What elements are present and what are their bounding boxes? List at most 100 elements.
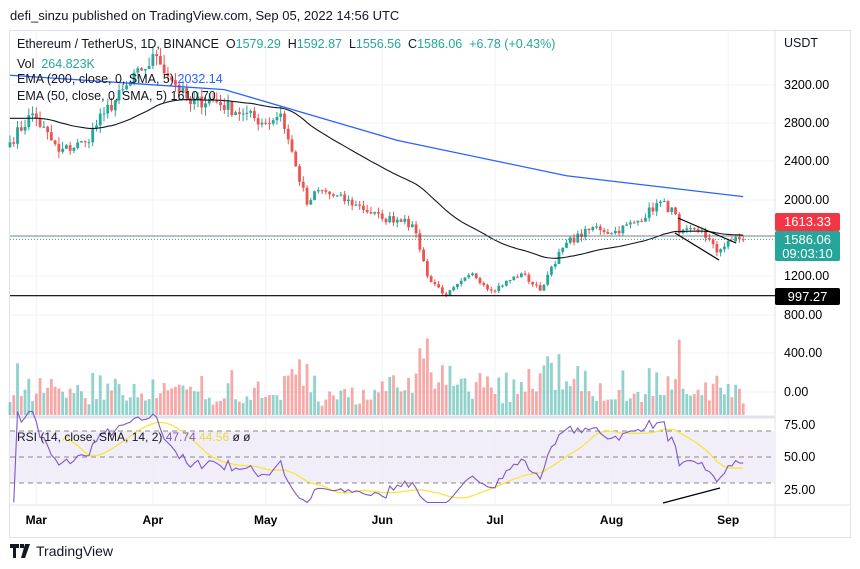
candle-body: [113, 100, 117, 111]
candle-body: [433, 282, 437, 285]
volume-bar: [316, 401, 320, 415]
candle-body: [685, 228, 689, 230]
candle-body: [474, 273, 478, 279]
volume-bar: [448, 365, 452, 415]
volume-bar: [132, 383, 136, 415]
volume-bar: [192, 391, 196, 415]
candle-body: [606, 232, 610, 234]
volume-bar: [335, 399, 339, 415]
volume-bar: [489, 387, 493, 415]
candle-body: [143, 68, 147, 71]
volume-bar: [328, 391, 331, 415]
candle-body: [166, 73, 170, 77]
volume-bar: [174, 386, 177, 415]
volume-bar: [324, 399, 328, 415]
volume-bar: [689, 395, 692, 415]
candle-body: [598, 226, 602, 231]
chart-frame[interactable]: [9, 30, 851, 538]
candle-body: [707, 237, 711, 240]
candle-body: [132, 72, 136, 83]
candle-body: [501, 285, 504, 287]
candle-body: [489, 289, 493, 291]
candle-body: [87, 142, 91, 144]
candle-body: [384, 218, 388, 223]
candle-body: [369, 212, 373, 214]
tradingview-logo[interactable]: TradingView: [10, 543, 113, 559]
volume-bar: [546, 356, 550, 415]
volume-bar: [19, 395, 23, 415]
symbol-name: Ethereum / TetherUS, 1D, BINANCE: [17, 37, 219, 51]
candle-body: [72, 147, 76, 151]
volume-bar: [279, 399, 283, 415]
candle-body: [508, 279, 512, 281]
candle-body: [110, 104, 113, 111]
volume-bar: [535, 391, 538, 415]
candle-body: [546, 274, 550, 285]
candle-body: [587, 228, 591, 231]
rsi-label: RSI (14, close, SMA, 14, 2): [17, 430, 163, 444]
candle-body: [452, 287, 456, 291]
candle-body: [301, 181, 305, 188]
candle-body: [294, 151, 298, 167]
volume-bar: [674, 379, 677, 415]
volume-bar: [598, 383, 602, 415]
rsi-tick: 50.00: [784, 450, 815, 464]
candle-body: [538, 285, 542, 291]
volume-bar: [155, 398, 159, 415]
volume-bar: [72, 393, 76, 415]
candle-body: [403, 218, 407, 222]
candle-body: [328, 191, 331, 195]
rsi-tick: 75.00: [784, 418, 815, 432]
bar-countdown: 09:03:10: [782, 246, 833, 261]
candle-body: [125, 85, 128, 90]
volume-bar: [249, 400, 253, 415]
volume-bar: [215, 401, 219, 415]
price-tick: 3200.00: [784, 78, 829, 92]
candle-body: [535, 284, 538, 286]
candle-body: [347, 199, 350, 202]
candle-body: [121, 89, 125, 91]
volume-bar: [418, 348, 422, 415]
volume-bar: [647, 368, 651, 415]
last-price-tag: 1586.06 09:03:10: [775, 231, 840, 261]
candle-body: [76, 142, 80, 148]
candle-body: [493, 290, 497, 292]
volume-bar: [162, 383, 166, 415]
volume-bar: [170, 388, 174, 415]
candle-body: [674, 207, 677, 215]
volume-bar: [700, 395, 704, 415]
candle-body: [726, 240, 730, 247]
volume-bar: [429, 372, 433, 415]
candle-body: [245, 112, 249, 114]
volume-bar: [301, 385, 305, 415]
candle-body: [343, 194, 347, 202]
candle-body: [719, 249, 723, 253]
volume-bar: [636, 391, 640, 415]
candle-body: [83, 141, 87, 143]
candle-body: [613, 230, 617, 234]
volume-bar: [602, 400, 606, 415]
channel-upper-trendline: [677, 217, 737, 244]
volume-bar: [106, 383, 110, 415]
volume-bar: [68, 388, 72, 415]
volume-bar: [666, 376, 670, 415]
volume-bar: [373, 389, 377, 415]
volume-bar: [189, 386, 192, 415]
volume-bar: [557, 354, 561, 415]
volume-bar: [294, 374, 298, 415]
volume-bar: [12, 395, 16, 415]
volume-bar: [486, 376, 489, 415]
volume-bar: [113, 378, 117, 415]
channel-lower-trendline: [674, 232, 720, 261]
candle-body: [441, 287, 444, 294]
month-label: May: [254, 513, 278, 527]
volume-bar: [95, 399, 98, 415]
vol-label: Vol: [17, 57, 35, 71]
volume-bar: [110, 390, 113, 415]
volume-bar: [715, 375, 719, 415]
candle-body: [350, 199, 354, 206]
volume-bar: [159, 393, 162, 415]
month-label: Mar: [26, 513, 48, 527]
volume-bar: [410, 392, 414, 415]
